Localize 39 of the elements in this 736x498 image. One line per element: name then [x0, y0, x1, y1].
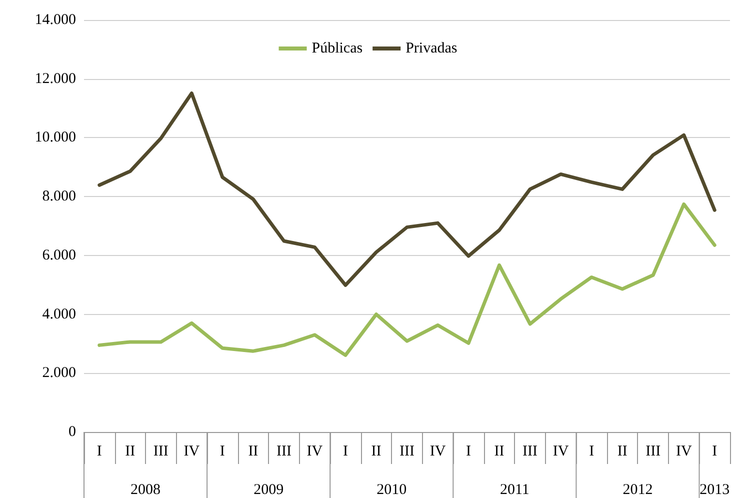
x-tick-label: I — [342, 444, 348, 460]
x-tick-label: III — [276, 444, 292, 460]
x-tick-label: IV — [552, 444, 569, 460]
y-tick-label: 4.000 — [42, 306, 76, 322]
y-tick-label: 10.000 — [34, 130, 76, 146]
y-tick-label: 0 — [68, 424, 76, 440]
y-tick-label: 12.000 — [34, 70, 76, 87]
legend-label: Privadas — [406, 40, 458, 56]
x-tick-label: I — [220, 444, 225, 460]
text: 2011 — [500, 482, 530, 498]
y-tick-label: 14.000 — [34, 12, 76, 28]
x-tick-label: I — [589, 444, 594, 460]
y-tick-label: 8.000 — [42, 188, 76, 205]
legend-label: Públicas — [312, 40, 363, 56]
x-tick-label: II — [371, 444, 382, 460]
text: 2013 — [700, 482, 730, 498]
text: 2010 — [376, 482, 407, 498]
x-tick-label: IV — [184, 444, 200, 460]
x-tick-label: II — [248, 444, 258, 460]
text: 2012 — [622, 482, 653, 498]
x-tick-label: II — [125, 444, 136, 460]
line-series — [98, 202, 716, 357]
x-tick-label: IV — [430, 444, 446, 460]
x-tick-label: II — [617, 444, 628, 460]
text: 2009 — [254, 482, 284, 498]
x-tick-label: I — [96, 444, 102, 460]
text: 2008 — [130, 482, 161, 498]
x-tick-label: III — [400, 444, 414, 460]
x-tick-label: I — [466, 444, 472, 460]
x-tick-label: III — [522, 444, 538, 460]
line-series — [98, 92, 716, 287]
x-tick-label: I — [712, 444, 718, 460]
y-tick-label: 6.000 — [42, 247, 76, 264]
x-tick-label: III — [153, 444, 168, 460]
x-tick-label: III — [646, 444, 661, 460]
x-tick-label: IV — [676, 444, 692, 460]
x-tick-label: II — [494, 444, 504, 460]
x-tick-label: IV — [306, 444, 323, 460]
y-tick-label: 2.000 — [42, 365, 76, 382]
